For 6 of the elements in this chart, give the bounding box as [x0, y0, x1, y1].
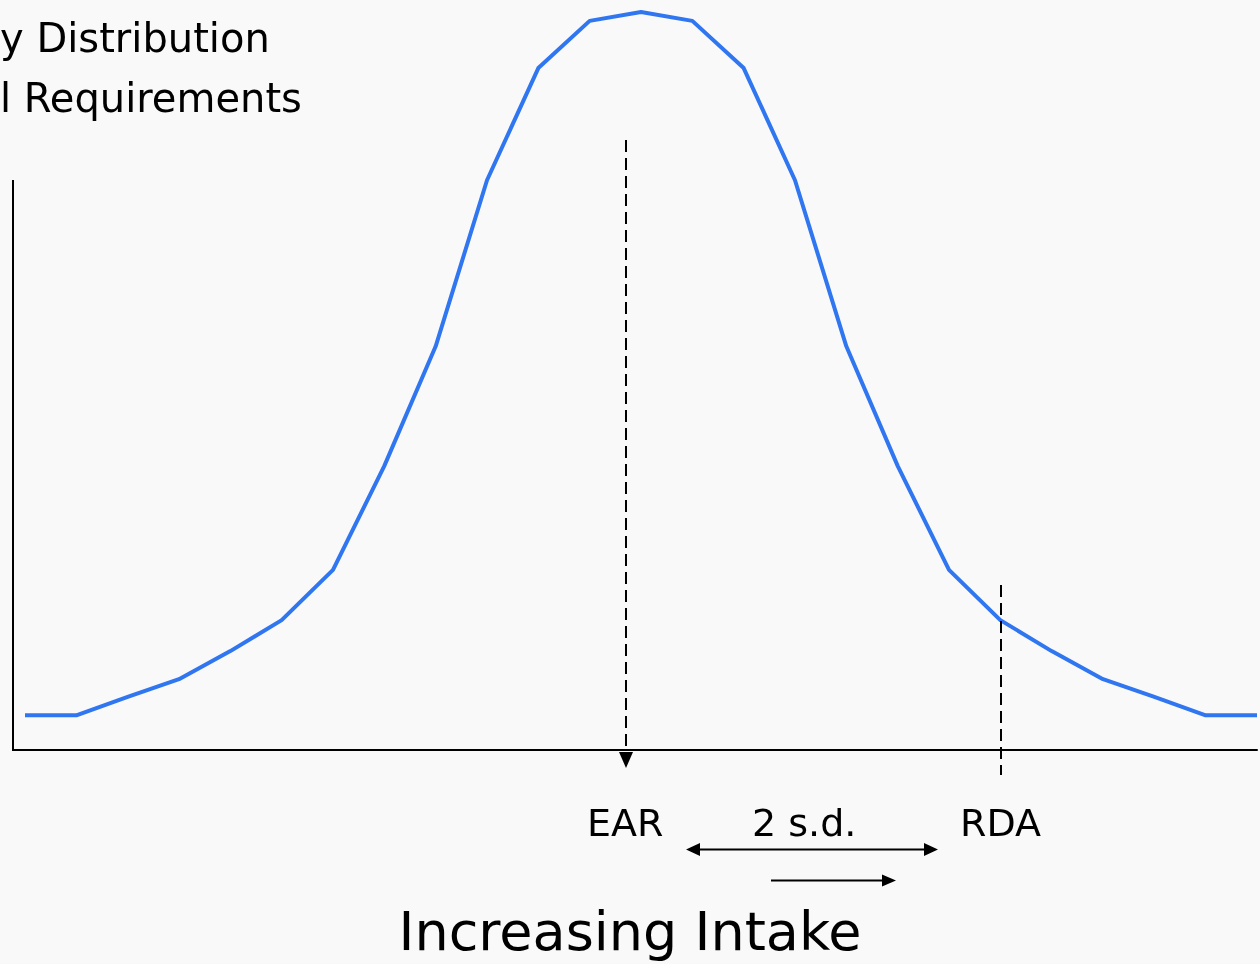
chart-title: y Distribution — [0, 15, 270, 61]
x-axis-title: Increasing Intake — [397, 900, 863, 963]
text: EAR — [587, 801, 664, 845]
text: l Requirements — [0, 75, 302, 121]
text: RDA — [960, 801, 1041, 845]
text: 2 s.d. — [752, 801, 857, 845]
